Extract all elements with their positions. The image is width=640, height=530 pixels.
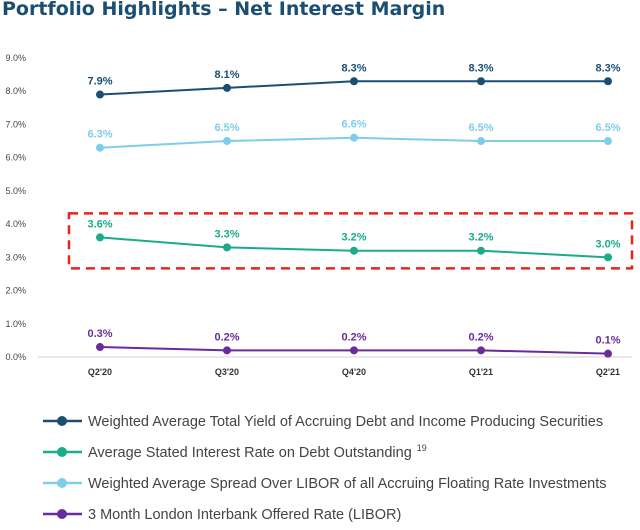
data-label: 0.3% bbox=[87, 328, 112, 340]
data-point bbox=[223, 243, 231, 252]
data-point bbox=[350, 246, 358, 255]
data-point bbox=[604, 137, 612, 146]
y-tick-label: 4.0% bbox=[5, 219, 26, 229]
x-tick-label: Q4'20 bbox=[342, 367, 366, 377]
data-point bbox=[350, 133, 358, 142]
legend-label: Weighted Average Total Yield of Accruing… bbox=[88, 414, 603, 430]
legend-label: Weighted Average Spread Over LIBOR of al… bbox=[88, 476, 607, 492]
x-tick-label: Q2'20 bbox=[88, 367, 112, 377]
legend-entry: 3 Month London Interbank Offered Rate (L… bbox=[43, 507, 401, 523]
data-label: 6.6% bbox=[341, 119, 366, 131]
data-point bbox=[604, 349, 612, 358]
data-point bbox=[96, 90, 104, 99]
legend-label: Average Stated Interest Rate on Debt Out… bbox=[88, 443, 427, 461]
y-tick-label: 3.0% bbox=[5, 252, 26, 262]
data-label: 3.3% bbox=[214, 228, 239, 240]
data-point bbox=[96, 343, 104, 352]
axis-layer: 0.0% 1.0% 2.0% 3.0% 4.0% 5.0% 6.0% 7.0% 8.0% 9.0%… bbox=[5, 53, 632, 377]
y-tick-label: 2.0% bbox=[5, 286, 26, 296]
y-tick-label: 8.0% bbox=[5, 86, 26, 96]
legend-swatch-marker bbox=[57, 478, 67, 488]
x-tick-label: Q3'20 bbox=[215, 367, 239, 377]
data-label: 0.2% bbox=[214, 331, 239, 343]
y-tick-label: 5.0% bbox=[5, 186, 26, 196]
y-tick-label: 1.0% bbox=[5, 319, 26, 329]
data-label: 8.3% bbox=[595, 62, 620, 74]
data-label: 6.3% bbox=[87, 129, 112, 141]
data-label: 0.2% bbox=[341, 331, 366, 343]
data-label: 3.6% bbox=[87, 218, 112, 230]
data-point bbox=[477, 137, 485, 146]
data-point bbox=[604, 253, 612, 262]
data-point bbox=[477, 77, 485, 86]
y-tick-label: 0.0% bbox=[5, 352, 26, 362]
x-tick-label: Q2'21 bbox=[596, 367, 620, 377]
data-point bbox=[604, 77, 612, 86]
data-label: 8.3% bbox=[341, 62, 366, 74]
legend-entry: Weighted Average Total Yield of Accruing… bbox=[43, 414, 603, 430]
data-point bbox=[223, 346, 231, 355]
x-tick-label: Q1'21 bbox=[469, 367, 493, 377]
page-title: Portfolio Highlights – Net Interest Marg… bbox=[2, 0, 446, 20]
y-tick-label: 6.0% bbox=[5, 153, 26, 163]
legend-entry: Weighted Average Spread Over LIBOR of al… bbox=[43, 476, 607, 492]
legend: Weighted Average Total Yield of Accruing… bbox=[43, 414, 607, 523]
data-label: 6.5% bbox=[214, 122, 239, 134]
series-layer bbox=[96, 77, 612, 358]
data-label: 7.9% bbox=[87, 76, 112, 88]
y-tick-label: 7.0% bbox=[5, 119, 26, 129]
data-label: 6.5% bbox=[468, 122, 493, 134]
legend-swatch-marker bbox=[57, 509, 67, 519]
data-point bbox=[477, 246, 485, 255]
data-label: 3.2% bbox=[468, 232, 493, 244]
data-point bbox=[96, 143, 104, 152]
data-label-layer: 7.9% 8.1% 8.3% 8.3% 8.3% 3.6% 3.3% 3.2% 3.2% 3.0%… bbox=[87, 62, 620, 346]
data-point bbox=[223, 137, 231, 146]
data-label: 3.2% bbox=[341, 232, 366, 244]
data-point bbox=[350, 77, 358, 86]
data-point bbox=[477, 346, 485, 355]
legend-entry: Average Stated Interest Rate on Debt Out… bbox=[43, 443, 427, 461]
highlight-layer bbox=[67, 212, 634, 270]
data-label: 3.0% bbox=[595, 238, 620, 250]
legend-swatch-marker bbox=[57, 416, 67, 426]
data-point bbox=[223, 83, 231, 92]
y-tick-label: 9.0% bbox=[5, 53, 26, 63]
data-point bbox=[350, 346, 358, 355]
data-label: 0.2% bbox=[468, 331, 493, 343]
legend-swatch-marker bbox=[57, 447, 67, 457]
data-label: 8.1% bbox=[214, 69, 239, 81]
data-label: 6.5% bbox=[595, 122, 620, 134]
data-label: 8.3% bbox=[468, 62, 493, 74]
data-label: 0.1% bbox=[595, 335, 620, 347]
highlight-box bbox=[67, 212, 634, 270]
legend-label: 3 Month London Interbank Offered Rate (L… bbox=[88, 507, 401, 523]
data-point bbox=[96, 233, 104, 242]
